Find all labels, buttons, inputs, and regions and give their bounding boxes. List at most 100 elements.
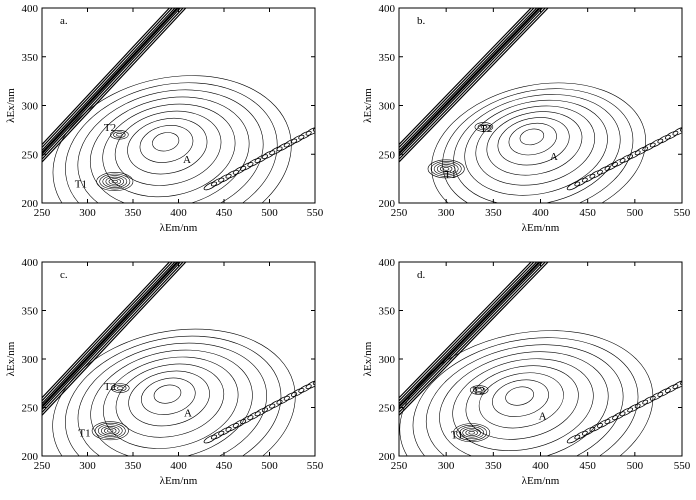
- second-order-scatter-mark: [627, 150, 641, 160]
- peak-contour: [465, 429, 478, 436]
- second-order-scatter-mark: [581, 173, 596, 183]
- y-tick-label: 400: [379, 3, 396, 15]
- second-order-scatter-mark: [627, 403, 641, 413]
- y-tick-label: 250: [379, 149, 396, 161]
- peak-contour: [111, 383, 130, 393]
- second-order-scatter-mark: [276, 395, 290, 405]
- peak-contour: [427, 159, 465, 179]
- y-axis-label: λEx/nm: [5, 341, 17, 376]
- second-order-scatter-mark: [254, 154, 269, 163]
- y-tick-label: 350: [22, 52, 39, 64]
- panel-label: d.: [417, 269, 426, 281]
- second-order-scatter-mark: [574, 177, 588, 187]
- second-order-scatter-mark: [642, 395, 656, 405]
- rayleigh-band-line: [42, 262, 187, 417]
- second-order-scatter-mark: [312, 123, 315, 132]
- second-order-scatter-mark: [218, 426, 232, 436]
- second-order-scatter-mark: [283, 391, 298, 401]
- contour-line: [103, 356, 239, 449]
- x-tick-label: 550: [674, 460, 691, 472]
- y-tick-label: 200: [379, 198, 396, 210]
- second-order-scatter-mark: [269, 146, 283, 156]
- x-axis-label: λEm/nm: [522, 475, 560, 487]
- second-order-scatter-mark: [247, 158, 261, 167]
- contour-line: [52, 328, 296, 456]
- y-tick-label: 300: [22, 101, 39, 113]
- x-tick-label: 250: [34, 207, 51, 219]
- second-order-scatter-mark: [261, 403, 276, 413]
- x-tick-label: 250: [34, 460, 51, 472]
- x-tick-label: 450: [579, 460, 596, 472]
- second-order-scatter-mark: [581, 426, 596, 436]
- rayleigh-band-line: [399, 8, 541, 155]
- rayleigh-band-line: [42, 262, 173, 402]
- rayleigh-band-line: [399, 262, 535, 402]
- peak-contour: [99, 173, 131, 190]
- contour-line: [127, 117, 208, 175]
- y-tick-label: 200: [22, 451, 39, 463]
- contour-line: [52, 75, 292, 203]
- peak-contour: [480, 125, 488, 129]
- contour-line: [77, 342, 267, 456]
- y-tick-label: 350: [22, 306, 39, 318]
- x-tick-label: 300: [79, 207, 96, 219]
- peak-contour: [96, 172, 134, 191]
- second-order-scatter-mark: [634, 146, 649, 156]
- contour-line: [412, 337, 639, 456]
- second-order-scatter-mark: [218, 173, 232, 183]
- second-order-scatter-mark: [612, 158, 626, 167]
- second-order-scatter-mark: [680, 123, 682, 132]
- second-order-scatter-mark: [664, 130, 679, 140]
- peak-contour: [430, 161, 462, 177]
- rayleigh-band-line: [399, 262, 538, 405]
- second-order-scatter-mark: [657, 134, 671, 144]
- peak-contour: [468, 431, 475, 435]
- peak-label-T1: T1: [444, 169, 456, 181]
- rayleigh-band-line: [42, 8, 181, 158]
- contour-line: [508, 122, 557, 156]
- x-tick-label: 400: [532, 460, 549, 472]
- x-tick-label: 400: [532, 207, 549, 219]
- contour-line: [442, 88, 634, 203]
- contour-line: [519, 128, 545, 146]
- peak-contour: [474, 122, 494, 132]
- y-tick-label: 350: [379, 52, 396, 64]
- peak-contour: [102, 175, 128, 188]
- y-axis-label: λEx/nm: [362, 88, 374, 123]
- contour-plot: [42, 262, 315, 456]
- x-tick-label: 300: [79, 460, 96, 472]
- x-tick-label: 500: [627, 460, 644, 472]
- x-tick-label: 300: [438, 207, 455, 219]
- second-order-scatter-mark: [210, 430, 225, 440]
- x-tick-label: 450: [216, 460, 233, 472]
- panel-a: 250 300 350 400 450 500 550200250300350400λEm/…: [5, 3, 324, 234]
- second-order-scatter-mark: [247, 411, 261, 421]
- contour-plot: [399, 262, 682, 456]
- x-tick-label: 400: [170, 207, 187, 219]
- x-tick-label: 350: [125, 460, 142, 472]
- x-tick-label: 550: [674, 207, 691, 219]
- rayleigh-band-line: [42, 8, 184, 161]
- x-tick-label: 350: [485, 207, 502, 219]
- peak-contour: [439, 165, 453, 173]
- x-tick-label: 300: [438, 460, 455, 472]
- y-tick-label: 400: [379, 257, 396, 269]
- x-tick-label: 450: [579, 207, 596, 219]
- second-order-scatter-mark: [240, 415, 254, 424]
- x-tick-label: 500: [261, 460, 278, 472]
- y-axis-label: λEx/nm: [362, 341, 374, 376]
- peak-contour: [94, 422, 126, 439]
- peak-contour: [104, 427, 117, 435]
- peak-contour: [91, 421, 129, 441]
- x-tick-label: 550: [307, 460, 324, 472]
- panel-b: 250 300 350 400 450 500 550200250300350400λEm/…: [362, 3, 691, 234]
- y-tick-label: 250: [379, 403, 396, 415]
- contour-line: [452, 358, 594, 451]
- second-order-scatter-mark: [232, 165, 247, 175]
- panel-c: 250 300 350 400 450 500 550200250300350400λEm/…: [5, 257, 324, 487]
- second-order-scatter-mark: [680, 376, 682, 386]
- rayleigh-band-line: [399, 262, 543, 411]
- contour-line: [89, 96, 250, 203]
- contour-line: [77, 89, 264, 203]
- second-order-scatter-mark: [225, 423, 239, 432]
